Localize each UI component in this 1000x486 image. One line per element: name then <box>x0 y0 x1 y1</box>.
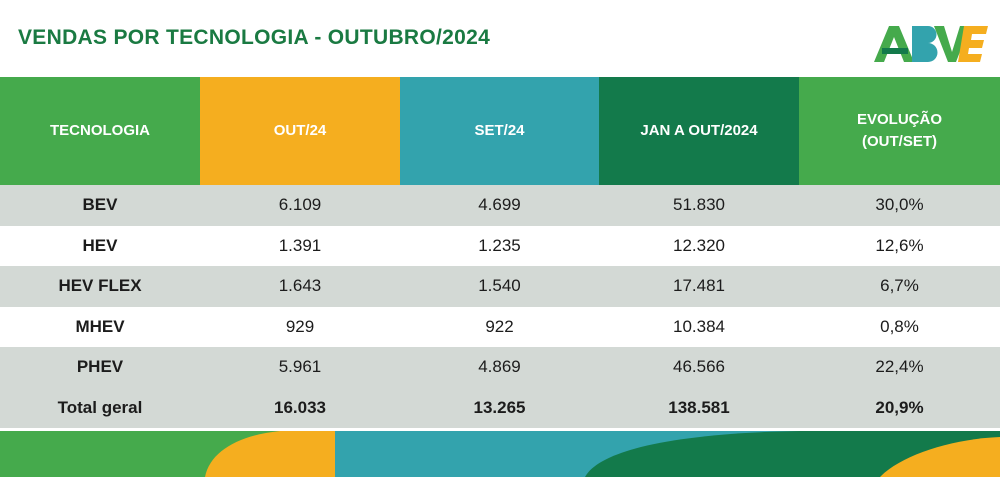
cell-out24: 1.391 <box>200 225 400 266</box>
cell-set24: 4.869 <box>400 347 599 388</box>
cell-tecnologia: HEV FLEX <box>0 266 200 307</box>
abve-logo-mark <box>874 26 988 62</box>
cell-tecnologia: BEV <box>0 185 200 226</box>
cell-out24: 929 <box>200 306 400 347</box>
cell-jan-out: 17.481 <box>599 266 799 307</box>
cell-jan-out: 138.581 <box>599 387 799 428</box>
table-row: BEV 6.109 4.699 51.830 30,0% <box>0 185 1000 226</box>
cell-evolucao: 12,6% <box>799 225 1000 266</box>
cell-jan-out: 10.384 <box>599 306 799 347</box>
table-row: MHEV 929 922 10.384 0,8% <box>0 306 1000 347</box>
cell-evolucao: 30,0% <box>799 185 1000 226</box>
sales-table: TECNOLOGIA OUT/24 SET/24 JAN A OUT/2024 … <box>0 77 1000 428</box>
cell-set24: 1.540 <box>400 266 599 307</box>
cell-out24: 5.961 <box>200 347 400 388</box>
cell-jan-out: 46.566 <box>599 347 799 388</box>
table-row: PHEV 5.961 4.869 46.566 22,4% <box>0 347 1000 388</box>
table-row: HEV FLEX 1.643 1.540 17.481 6,7% <box>0 266 1000 307</box>
header-jan-out-2024: JAN A OUT/2024 <box>599 77 799 185</box>
cell-set24: 4.699 <box>400 185 599 226</box>
header-tecnologia: TECNOLOGIA <box>0 77 200 185</box>
cell-set24: 922 <box>400 306 599 347</box>
table-row: HEV 1.391 1.235 12.320 12,6% <box>0 225 1000 266</box>
cell-out24: 1.643 <box>200 266 400 307</box>
header-out24: OUT/24 <box>200 77 400 185</box>
cell-jan-out: 12.320 <box>599 225 799 266</box>
cell-tecnologia: MHEV <box>0 306 200 347</box>
table-row-total: Total geral 16.033 13.265 138.581 20,9% <box>0 387 1000 428</box>
cell-evolucao: 22,4% <box>799 347 1000 388</box>
header-evolucao: EVOLUÇÃO (OUT/SET) <box>799 77 1000 185</box>
cell-tecnologia: PHEV <box>0 347 200 388</box>
table-header-row: TECNOLOGIA OUT/24 SET/24 JAN A OUT/2024 … <box>0 77 1000 185</box>
decorative-footer-band <box>0 431 1000 477</box>
cell-jan-out: 51.830 <box>599 185 799 226</box>
cell-evolucao: 6,7% <box>799 266 1000 307</box>
cell-evolucao: 0,8% <box>799 306 1000 347</box>
cell-out24: 16.033 <box>200 387 400 428</box>
cell-set24: 13.265 <box>400 387 599 428</box>
cell-tecnologia: HEV <box>0 225 200 266</box>
header-set24: SET/24 <box>400 77 599 185</box>
cell-evolucao: 20,9% <box>799 387 1000 428</box>
footer-shapes <box>0 431 1000 477</box>
page-title: VENDAS POR TECNOLOGIA - OUTUBRO/2024 <box>18 26 491 49</box>
header-evolucao-line2: (OUT/SET) <box>862 133 937 150</box>
header-evolucao-line1: EVOLUÇÃO <box>856 111 942 128</box>
cell-tecnologia: Total geral <box>0 387 200 428</box>
cell-set24: 1.235 <box>400 225 599 266</box>
abve-logo <box>872 20 990 66</box>
cell-out24: 6.109 <box>200 185 400 226</box>
